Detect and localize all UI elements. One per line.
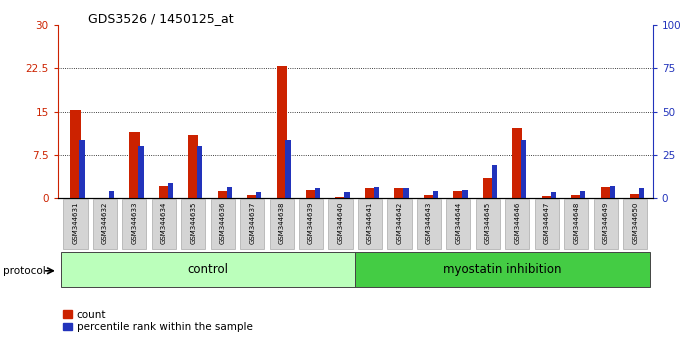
Bar: [630, 194, 641, 198]
Text: protocol: protocol: [3, 266, 46, 276]
Bar: [394, 188, 405, 198]
Text: GSM344636: GSM344636: [220, 201, 226, 244]
Bar: [80, 141, 84, 198]
FancyBboxPatch shape: [240, 199, 265, 249]
Bar: [521, 141, 526, 198]
FancyBboxPatch shape: [181, 199, 205, 249]
FancyBboxPatch shape: [564, 199, 588, 249]
FancyBboxPatch shape: [328, 199, 353, 249]
Text: GSM344644: GSM344644: [456, 201, 462, 244]
Legend: count, percentile rank within the sample: count, percentile rank within the sample: [63, 310, 252, 332]
Bar: [226, 187, 232, 198]
Text: myostatin inhibition: myostatin inhibition: [443, 263, 562, 275]
Text: GDS3526 / 1450125_at: GDS3526 / 1450125_at: [88, 12, 234, 25]
Bar: [432, 191, 438, 198]
Bar: [158, 185, 169, 198]
Bar: [277, 67, 287, 198]
Bar: [541, 196, 552, 198]
Bar: [365, 188, 375, 198]
Bar: [335, 196, 345, 198]
FancyBboxPatch shape: [269, 199, 294, 249]
Bar: [344, 193, 350, 198]
Text: GSM344647: GSM344647: [544, 201, 549, 244]
FancyBboxPatch shape: [152, 199, 176, 249]
Bar: [580, 191, 585, 198]
Bar: [454, 191, 464, 198]
Bar: [168, 183, 173, 198]
Text: GSM344631: GSM344631: [73, 201, 78, 244]
FancyBboxPatch shape: [534, 199, 559, 249]
Text: GSM344648: GSM344648: [573, 201, 579, 244]
Text: GSM344641: GSM344641: [367, 201, 373, 244]
Text: GSM344637: GSM344637: [249, 201, 255, 244]
Bar: [109, 191, 114, 198]
Text: GSM344640: GSM344640: [337, 201, 343, 244]
FancyBboxPatch shape: [93, 199, 117, 249]
Text: GSM344634: GSM344634: [161, 201, 167, 244]
Bar: [188, 135, 199, 198]
FancyBboxPatch shape: [299, 199, 323, 249]
FancyBboxPatch shape: [476, 199, 500, 249]
Bar: [571, 195, 581, 198]
FancyBboxPatch shape: [61, 251, 355, 287]
FancyBboxPatch shape: [358, 199, 382, 249]
Bar: [315, 188, 320, 198]
Bar: [600, 187, 611, 198]
Bar: [639, 188, 644, 198]
FancyBboxPatch shape: [122, 199, 146, 249]
Bar: [492, 165, 497, 198]
FancyBboxPatch shape: [388, 199, 411, 249]
Bar: [403, 188, 409, 198]
Bar: [247, 195, 257, 198]
Text: GSM344643: GSM344643: [426, 201, 432, 244]
FancyBboxPatch shape: [211, 199, 235, 249]
Text: GSM344632: GSM344632: [102, 201, 108, 244]
Text: GSM344639: GSM344639: [308, 201, 314, 244]
Bar: [197, 146, 203, 198]
Text: GSM344642: GSM344642: [396, 201, 403, 244]
Text: GSM344645: GSM344645: [485, 201, 491, 244]
FancyBboxPatch shape: [446, 199, 471, 249]
FancyBboxPatch shape: [623, 199, 647, 249]
Text: GSM344635: GSM344635: [190, 201, 197, 244]
Text: GSM344646: GSM344646: [514, 201, 520, 244]
Bar: [218, 191, 228, 198]
Bar: [138, 146, 143, 198]
Bar: [551, 193, 556, 198]
Bar: [424, 195, 434, 198]
Text: GSM344633: GSM344633: [131, 201, 137, 244]
Text: control: control: [188, 263, 228, 275]
Bar: [306, 190, 316, 198]
Bar: [609, 185, 615, 198]
Text: GSM344650: GSM344650: [632, 201, 638, 244]
FancyBboxPatch shape: [594, 199, 617, 249]
Bar: [483, 178, 493, 198]
FancyBboxPatch shape: [505, 199, 530, 249]
Bar: [462, 190, 468, 198]
Text: GSM344638: GSM344638: [279, 201, 285, 244]
FancyBboxPatch shape: [417, 199, 441, 249]
FancyBboxPatch shape: [355, 251, 650, 287]
Text: GSM344649: GSM344649: [602, 201, 609, 244]
Bar: [374, 187, 379, 198]
Bar: [256, 193, 261, 198]
FancyBboxPatch shape: [63, 199, 88, 249]
Bar: [286, 141, 291, 198]
Bar: [70, 110, 81, 198]
Bar: [129, 132, 139, 198]
Bar: [512, 128, 522, 198]
